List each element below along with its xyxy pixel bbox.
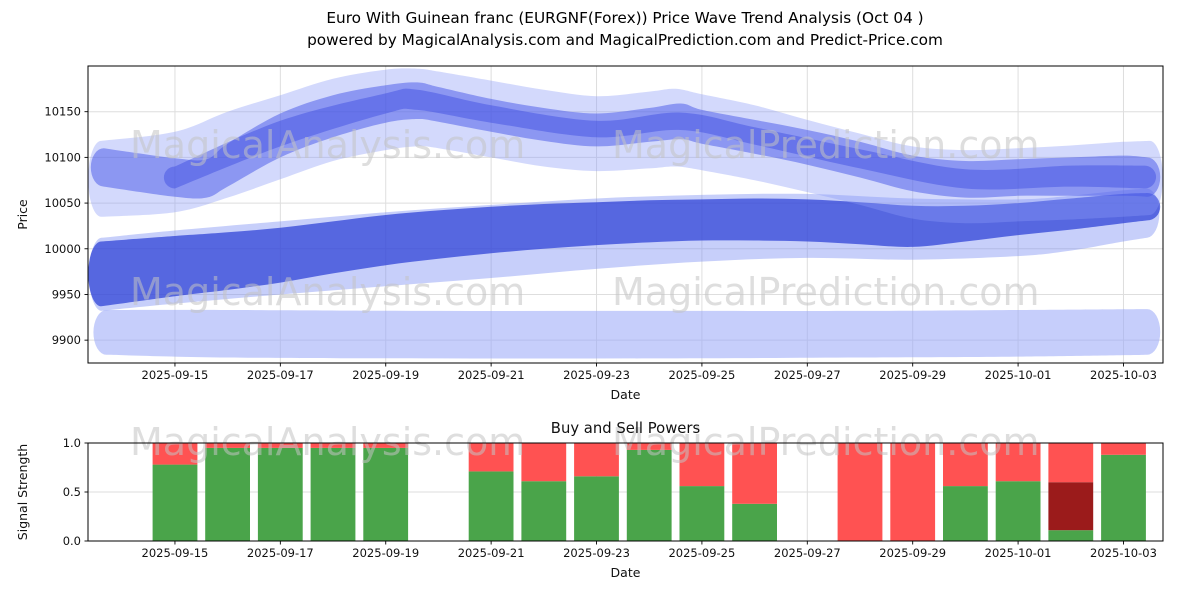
svg-text:10050: 10050 [44, 196, 81, 210]
signal-bar-red [890, 443, 936, 541]
signal-bar-green [943, 486, 988, 541]
svg-text:2025-10-03: 2025-10-03 [1090, 368, 1157, 382]
signal-bar-red [626, 443, 672, 450]
svg-text:2025-09-21: 2025-09-21 [458, 368, 525, 382]
svg-text:10100: 10100 [44, 150, 81, 164]
signal-bar-red [205, 443, 250, 448]
signal-bar-green [574, 476, 619, 541]
svg-text:Signal Strength: Signal Strength [15, 444, 30, 540]
signal-bar-green [1048, 530, 1094, 541]
signal-bar-green [995, 481, 1041, 541]
svg-text:Date: Date [611, 387, 641, 402]
svg-text:2025-09-21: 2025-09-21 [458, 546, 525, 560]
signal-bar-red [152, 443, 198, 465]
main-trend-band [88, 193, 1161, 307]
svg-text:10150: 10150 [44, 105, 81, 119]
watermark-text: MagicalAnalysis.com [130, 123, 525, 167]
signal-bar-green [363, 447, 409, 541]
signal-bar-red [732, 443, 777, 504]
signal-bar-green [626, 449, 672, 541]
signal-bar-green [732, 503, 777, 541]
upper-core-band [163, 88, 1157, 190]
svg-text:10000: 10000 [44, 242, 81, 256]
svg-text:2025-09-27: 2025-09-27 [774, 368, 841, 382]
watermark-text: MagicalPrediction.com [612, 420, 1040, 464]
price-wave-chart: MagicalAnalysis.com MagicalPrediction.com… [15, 65, 1164, 402]
svg-text:Buy and Sell Powers: Buy and Sell Powers [551, 420, 700, 437]
signal-bar-red [995, 443, 1041, 482]
low-range-band [93, 309, 1161, 359]
buy-sell-power-chart: MagicalAnalysis.com MagicalPrediction.com… [15, 420, 1164, 580]
svg-text:9950: 9950 [52, 287, 81, 301]
chart-title: Euro With Guinean franc (EURGNF(Forex)) … [326, 9, 924, 27]
signal-bar-darkred [1048, 482, 1094, 531]
svg-text:2025-09-19: 2025-09-19 [352, 546, 419, 560]
signal-bar-red [310, 443, 356, 448]
chart-subtitle: powered by MagicalAnalysis.com and Magic… [307, 31, 943, 49]
signal-bar-green [257, 447, 303, 541]
svg-text:2025-09-25: 2025-09-25 [668, 546, 735, 560]
svg-text:2025-10-03: 2025-10-03 [1090, 546, 1157, 560]
svg-text:1.0: 1.0 [63, 436, 81, 450]
svg-text:2025-09-19: 2025-09-19 [352, 368, 419, 382]
signal-bar-green [205, 447, 250, 541]
svg-text:2025-09-15: 2025-09-15 [142, 368, 209, 382]
svg-text:2025-09-29: 2025-09-29 [879, 368, 946, 382]
upper-wave-band [90, 82, 1161, 199]
svg-text:0.0: 0.0 [63, 534, 81, 548]
signal-bar-green [679, 486, 725, 541]
signal-bar-green [152, 464, 198, 541]
signal-bar-red [679, 443, 725, 487]
signal-bar-red [468, 443, 514, 472]
svg-text:2025-09-23: 2025-09-23 [563, 368, 630, 382]
signal-bar-green [521, 481, 567, 541]
signal-bar-green [468, 471, 514, 541]
svg-text:2025-09-27: 2025-09-27 [774, 546, 841, 560]
signal-bar-red [363, 443, 409, 448]
svg-text:2025-09-15: 2025-09-15 [142, 546, 209, 560]
signal-bar-red [1101, 443, 1146, 455]
watermark-text: MagicalPrediction.com [612, 123, 1040, 167]
signal-bar-red [574, 443, 619, 477]
svg-text:2025-10-01: 2025-10-01 [985, 368, 1052, 382]
svg-text:2025-09-17: 2025-09-17 [247, 368, 314, 382]
svg-text:Price: Price [15, 199, 30, 230]
watermark-text: MagicalAnalysis.com [130, 270, 525, 314]
svg-text:9900: 9900 [52, 333, 81, 347]
svg-text:2025-09-23: 2025-09-23 [563, 546, 630, 560]
signal-bar-red [521, 443, 567, 482]
signal-bar-red [1048, 443, 1094, 483]
svg-text:2025-09-25: 2025-09-25 [668, 368, 735, 382]
chart-header: Euro With Guinean franc (EURGNF(Forex)) … [50, 7, 1200, 51]
svg-text:2025-09-29: 2025-09-29 [879, 546, 946, 560]
svg-text:2025-10-01: 2025-10-01 [985, 546, 1052, 560]
signal-bar-red [837, 443, 883, 541]
svg-text:2025-09-17: 2025-09-17 [247, 546, 314, 560]
watermark-text: MagicalAnalysis.com [130, 420, 525, 464]
watermark-text: MagicalPrediction.com [612, 270, 1040, 314]
signal-bar-green [1101, 454, 1146, 541]
svg-text:0.5: 0.5 [63, 485, 81, 499]
signal-bar-red [257, 443, 303, 448]
signal-bar-red [943, 443, 988, 487]
signal-bar-green [310, 447, 356, 541]
svg-text:Date: Date [611, 565, 641, 580]
